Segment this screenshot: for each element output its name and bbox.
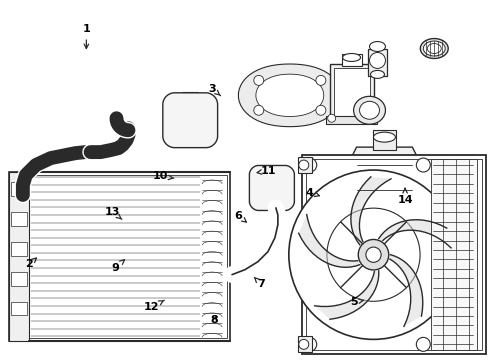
Circle shape: [369, 53, 386, 68]
Circle shape: [416, 158, 430, 172]
Bar: [368, 49, 388, 76]
Circle shape: [303, 158, 317, 172]
Ellipse shape: [16, 190, 30, 200]
Ellipse shape: [373, 132, 395, 142]
Text: 14: 14: [397, 188, 413, 205]
Ellipse shape: [423, 41, 445, 56]
Text: 2: 2: [25, 258, 37, 269]
Bar: [302, 155, 486, 354]
Text: 6: 6: [235, 211, 246, 222]
Circle shape: [182, 112, 198, 128]
Bar: [11, 212, 27, 226]
Ellipse shape: [427, 44, 441, 54]
Circle shape: [201, 131, 211, 141]
Circle shape: [201, 100, 211, 110]
Circle shape: [342, 184, 349, 192]
Ellipse shape: [343, 54, 361, 62]
Ellipse shape: [420, 39, 448, 58]
Bar: [11, 242, 27, 256]
Bar: [330, 64, 373, 122]
Circle shape: [328, 114, 336, 122]
Bar: [326, 116, 377, 124]
Ellipse shape: [307, 171, 348, 206]
Text: 11: 11: [257, 166, 276, 176]
Circle shape: [306, 184, 314, 192]
Circle shape: [416, 337, 430, 351]
Text: 13: 13: [104, 207, 122, 219]
Text: 4: 4: [305, 188, 319, 198]
Circle shape: [299, 339, 309, 349]
Bar: [431, 159, 477, 350]
Circle shape: [267, 183, 277, 193]
Circle shape: [316, 75, 326, 85]
Text: 1: 1: [82, 24, 90, 49]
Text: 3: 3: [208, 84, 220, 96]
Circle shape: [392, 215, 407, 231]
Polygon shape: [298, 215, 360, 267]
Bar: [306, 159, 482, 350]
Circle shape: [324, 169, 332, 177]
Circle shape: [368, 114, 375, 122]
Bar: [12, 175, 227, 338]
Ellipse shape: [360, 101, 379, 119]
Circle shape: [281, 197, 289, 204]
Text: 7: 7: [254, 277, 265, 289]
Bar: [11, 302, 27, 315]
Circle shape: [281, 171, 289, 179]
Circle shape: [316, 105, 326, 115]
Circle shape: [303, 337, 317, 351]
Circle shape: [262, 178, 282, 198]
Bar: [11, 182, 27, 196]
Circle shape: [299, 160, 309, 170]
Polygon shape: [351, 177, 391, 245]
Ellipse shape: [272, 201, 280, 213]
Polygon shape: [256, 74, 324, 117]
Text: 5: 5: [350, 297, 364, 307]
Polygon shape: [353, 147, 416, 227]
Circle shape: [366, 247, 381, 262]
Ellipse shape: [354, 96, 386, 124]
Circle shape: [255, 197, 263, 204]
Polygon shape: [379, 220, 451, 248]
Circle shape: [170, 100, 180, 110]
Circle shape: [255, 171, 263, 179]
Bar: [342, 54, 362, 67]
Ellipse shape: [313, 176, 343, 200]
Polygon shape: [249, 166, 294, 211]
Polygon shape: [390, 255, 423, 327]
Text: 12: 12: [144, 300, 164, 312]
Bar: [298, 336, 312, 352]
Circle shape: [254, 105, 264, 115]
Bar: [182, 92, 198, 104]
Circle shape: [324, 199, 332, 207]
Bar: [372, 130, 396, 150]
Text: 9: 9: [111, 260, 124, 273]
Circle shape: [362, 215, 377, 231]
Text: 8: 8: [211, 315, 219, 325]
Circle shape: [289, 170, 458, 339]
Ellipse shape: [369, 41, 386, 51]
Ellipse shape: [227, 268, 237, 282]
Ellipse shape: [112, 113, 122, 127]
Circle shape: [327, 208, 420, 301]
Circle shape: [358, 239, 389, 270]
Polygon shape: [315, 271, 379, 319]
Circle shape: [176, 106, 204, 134]
Polygon shape: [163, 93, 218, 148]
Bar: [9, 172, 29, 341]
Polygon shape: [239, 64, 342, 127]
Circle shape: [170, 131, 180, 141]
Bar: [9, 172, 230, 341]
Bar: [298, 157, 312, 173]
Bar: [11, 272, 27, 285]
Text: 10: 10: [153, 171, 174, 181]
Bar: [334, 68, 369, 116]
Ellipse shape: [183, 94, 197, 102]
Ellipse shape: [370, 71, 385, 78]
Circle shape: [254, 75, 264, 85]
